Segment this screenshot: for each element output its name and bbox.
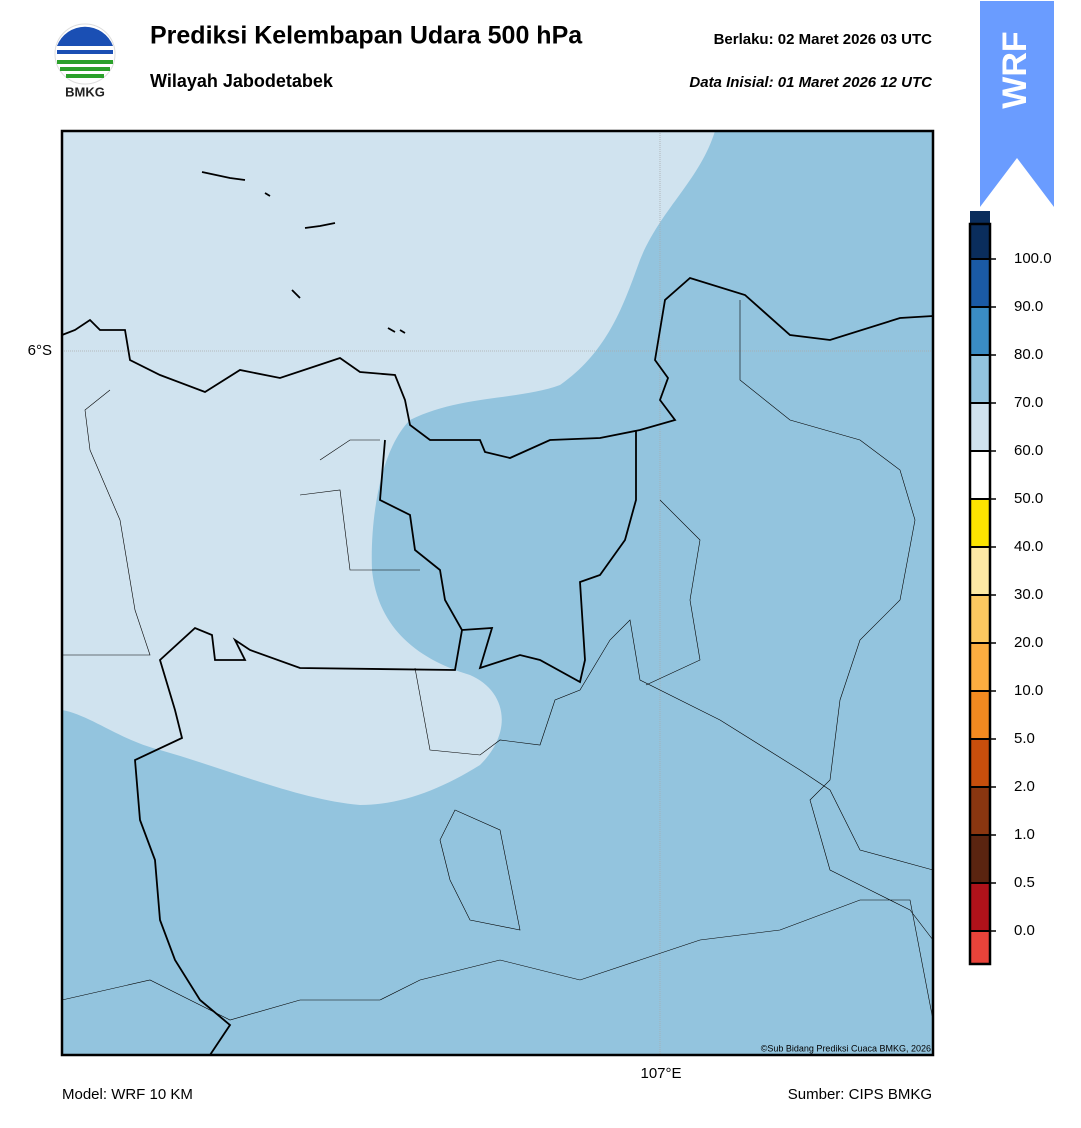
subtitle: Wilayah Jabodetabek: [150, 71, 334, 91]
colorbar-tick-label: 0.0: [1014, 922, 1035, 939]
lon-label: 107°E: [640, 1065, 681, 1082]
color-segment: [970, 883, 990, 931]
color-segment: [970, 355, 990, 403]
colorbar-tick-label: 0.5: [1014, 874, 1035, 891]
colorbar: 0.0 0.5 1.0 2.0 5.0 10.0 20.0 30.0 40.0 50.0 60.0 7…: [968, 211, 1052, 966]
title: Prediksi Kelembapan Udara 500 hPa: [150, 22, 583, 50]
model-label: Model: WRF 10 KM: [62, 1086, 193, 1103]
color-segment: [970, 691, 990, 739]
colorbar-tick-label: 90.0: [1014, 298, 1043, 315]
lat-label: 6°S: [28, 342, 52, 359]
color-segment: [970, 211, 990, 259]
colorbar-tick-label: 80.0: [1014, 346, 1043, 363]
logo-text: BMKG: [65, 84, 105, 99]
copyright: ©Sub Bidang Prediksi Cuaca BMKG, 2026: [761, 1043, 931, 1053]
colorbar-tick-label: 60.0: [1014, 442, 1043, 459]
colorbar-tick-label: 30.0: [1014, 586, 1043, 603]
color-segment: [970, 787, 990, 835]
color-segment: [970, 643, 990, 691]
color-segment: [970, 451, 990, 499]
badge-text: WRF: [996, 31, 1034, 108]
color-segment: [970, 307, 990, 355]
color-segment: [970, 499, 990, 547]
color-segment: [970, 931, 990, 964]
color-segment: [970, 595, 990, 643]
source-label: Sumber: CIPS BMKG: [788, 1086, 932, 1103]
color-segment: [970, 547, 990, 595]
logo: [54, 23, 116, 85]
colorbar-tick-label: 70.0: [1014, 394, 1043, 411]
valid-time: Berlaku: 02 Maret 2026 03 UTC: [714, 31, 933, 48]
color-segment: [970, 259, 990, 307]
map: [60, 129, 935, 1057]
colorbar-frame: [968, 222, 992, 966]
color-segment: [970, 403, 990, 451]
colorbar-tick-label: 10.0: [1014, 682, 1043, 699]
colorbar-tick-label: 1.0: [1014, 826, 1035, 843]
badge-shape: [980, 1, 1054, 207]
color-segment: [970, 739, 990, 787]
colorbar-tick-label: 40.0: [1014, 538, 1043, 555]
colorbar-tick-label: 2.0: [1014, 778, 1035, 795]
color-segment: [970, 835, 990, 883]
colorbar-tick-label: 5.0: [1014, 730, 1035, 747]
colorbar-tick-label: 20.0: [1014, 634, 1043, 651]
colorbar-tick-label: 100.0: [1014, 250, 1052, 267]
colorbar-tick-label: 50.0: [1014, 490, 1043, 507]
initial-time: Data Inisial: 01 Maret 2026 12 UTC: [689, 74, 933, 91]
